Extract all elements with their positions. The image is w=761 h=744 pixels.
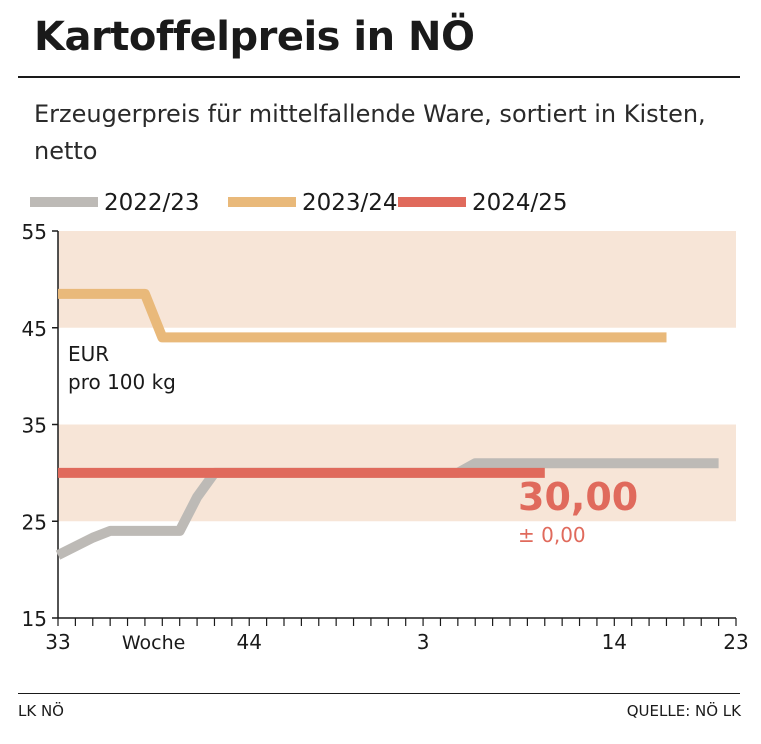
y-tick-label-15: 15	[22, 607, 47, 631]
x-tick-label-33: 33	[45, 630, 70, 654]
x-tick-label-3: 3	[417, 630, 430, 654]
title-divider	[18, 76, 740, 78]
y-tick-label-25: 25	[22, 510, 47, 534]
legend-label-2024-25: 2024/25	[472, 190, 568, 216]
x-tick-label-44: 44	[237, 630, 262, 654]
chart-title: Kartoffelpreis in NÖ	[34, 14, 475, 60]
y-tick-label-45: 45	[22, 317, 47, 341]
footer-left-label: LK NÖ	[18, 702, 64, 720]
band-1	[58, 231, 736, 328]
price-chart: 2022/23 2023/24 2024/25 15 25 35 45 55 33 44 3 14 2…	[22, 190, 749, 654]
annotations: EUR pro 100 kg 30,00 ± 0,00	[68, 342, 638, 547]
y-tick-label-35: 35	[22, 414, 47, 438]
legend-label-2023-24: 2023/24	[302, 190, 398, 216]
current-value-label: 30,00	[518, 475, 638, 519]
current-change-label: ± 0,00	[518, 523, 586, 547]
unit-label-line-1: EUR	[68, 342, 109, 366]
legend: 2022/23 2023/24 2024/25	[30, 190, 568, 216]
legend-label-2022-23: 2022/23	[104, 190, 200, 216]
x-tick-label-23: 23	[723, 630, 748, 654]
series-line-2022-23	[55, 458, 719, 560]
source-label: QUELLE: NÖ LK	[626, 702, 741, 720]
series-lines	[55, 288, 719, 560]
series-line-2023-24	[58, 288, 667, 343]
chart-subtitle: Erzeugerpreis für mittelfallende Ware, s…	[34, 100, 706, 165]
axes: 15 25 35 45 55 33 44 3 14 23 Woche	[22, 220, 749, 654]
footer-divider	[18, 693, 740, 694]
x-axis-label: Woche	[122, 632, 185, 654]
unit-label-line-2: pro 100 kg	[68, 370, 176, 394]
y-tick-label-55: 55	[22, 220, 47, 244]
x-tick-label-14: 14	[602, 630, 627, 654]
